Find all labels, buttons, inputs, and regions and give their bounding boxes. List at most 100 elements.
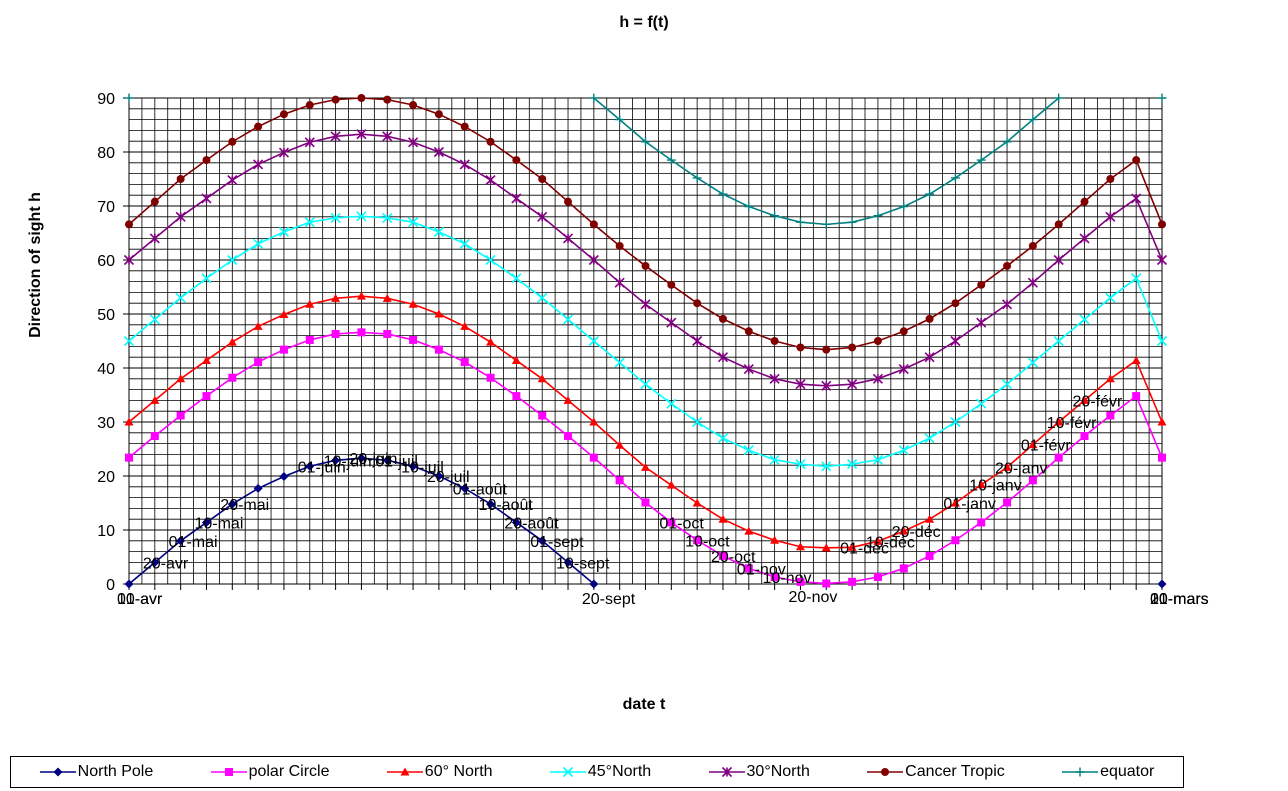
data-point (460, 358, 469, 367)
data-point (718, 551, 727, 560)
data-point (305, 299, 315, 308)
data-point (124, 93, 134, 103)
data-point (692, 173, 702, 183)
data-point (693, 299, 702, 308)
data-point (279, 472, 289, 482)
data-point (408, 461, 418, 471)
data-point (356, 211, 367, 222)
data-point (562, 314, 574, 325)
data-point (1132, 392, 1141, 401)
data-point (641, 137, 650, 147)
point-date-label: 10-sept (556, 555, 610, 572)
data-point (666, 155, 676, 165)
data-point (331, 95, 340, 104)
legend-label: polar Circle (248, 763, 330, 780)
data-point (769, 454, 780, 465)
data-point (562, 233, 574, 244)
data-point (770, 535, 780, 544)
data-point (279, 310, 289, 319)
data-point (511, 273, 522, 284)
data-point (1156, 254, 1168, 266)
data-point (123, 254, 135, 266)
data-point (511, 193, 522, 204)
data-point (977, 518, 986, 527)
legend-item: Cancer Tropic (867, 763, 1005, 781)
data-point (511, 517, 521, 527)
data-point (1028, 241, 1037, 250)
data-point (744, 202, 754, 212)
data-point (1157, 417, 1167, 426)
data-point (1105, 211, 1116, 222)
point-date-label: 01-juin (298, 459, 346, 476)
legend-swatch (549, 766, 586, 778)
data-point (588, 335, 599, 347)
data-point (149, 314, 160, 325)
data-point (408, 299, 418, 308)
point-date-label: 01-nov (737, 561, 786, 578)
data-point (537, 536, 547, 546)
data-point (898, 364, 909, 375)
data-point (898, 445, 909, 456)
data-point (589, 93, 599, 103)
data-point (821, 380, 832, 391)
data-point (873, 572, 882, 581)
point-date-label: 10-mars (1150, 591, 1209, 608)
legend-label: North Pole (77, 763, 154, 780)
point-date-label: 01-avr (117, 591, 163, 608)
data-point (1001, 379, 1013, 390)
data-point (434, 345, 443, 354)
data-point (486, 137, 495, 146)
data-point (614, 357, 625, 368)
data-point (822, 579, 831, 588)
data-point (330, 212, 341, 223)
point-date-label: 20-déc (892, 524, 941, 541)
legend-swatch (210, 768, 247, 776)
data-point (253, 483, 263, 493)
y-tick-label: 60 (97, 253, 115, 270)
data-point (589, 220, 598, 229)
point-date-label: 20-mai (220, 497, 269, 514)
data-point (950, 416, 961, 428)
data-point (202, 392, 211, 401)
data-point (769, 373, 780, 384)
data-point (460, 122, 469, 131)
chart-title: h = f(t) (619, 14, 669, 31)
point-date-label: 01-juil (375, 453, 418, 470)
data-point (951, 536, 960, 545)
data-point (150, 432, 159, 441)
data-point (743, 364, 754, 375)
data-point (667, 518, 676, 527)
data-point (667, 280, 676, 289)
data-point (538, 411, 547, 420)
data-point (304, 137, 315, 148)
data-point (485, 254, 496, 266)
data-point (692, 498, 702, 507)
data-point (253, 159, 264, 170)
data-point (692, 335, 703, 347)
data-point (433, 146, 444, 158)
y-tick-label: 30 (97, 415, 115, 432)
y-tick-label: 40 (97, 361, 115, 378)
data-point (718, 189, 728, 199)
legend-item: 45°North (549, 763, 651, 781)
data-point (744, 526, 754, 535)
data-point (356, 129, 367, 140)
data-point (744, 564, 753, 573)
data-point (1080, 432, 1089, 441)
point-date-label: 10-avr (117, 591, 163, 608)
data-point (821, 543, 831, 552)
point-date-label: 01-sept (530, 534, 584, 551)
data-point (1158, 220, 1166, 229)
point-date-label: 01-janv (943, 496, 995, 513)
data-point (1054, 453, 1063, 462)
data-point (1028, 440, 1038, 449)
data-point (873, 211, 883, 221)
point-date-label: 10-juil (401, 459, 444, 476)
data-point (717, 433, 729, 444)
point-date-label: 10-oct (685, 533, 730, 550)
data-point (1079, 314, 1090, 325)
data-point (227, 337, 237, 346)
data-point (408, 217, 419, 228)
data-point (460, 321, 470, 330)
legend-swatch (1062, 767, 1099, 777)
